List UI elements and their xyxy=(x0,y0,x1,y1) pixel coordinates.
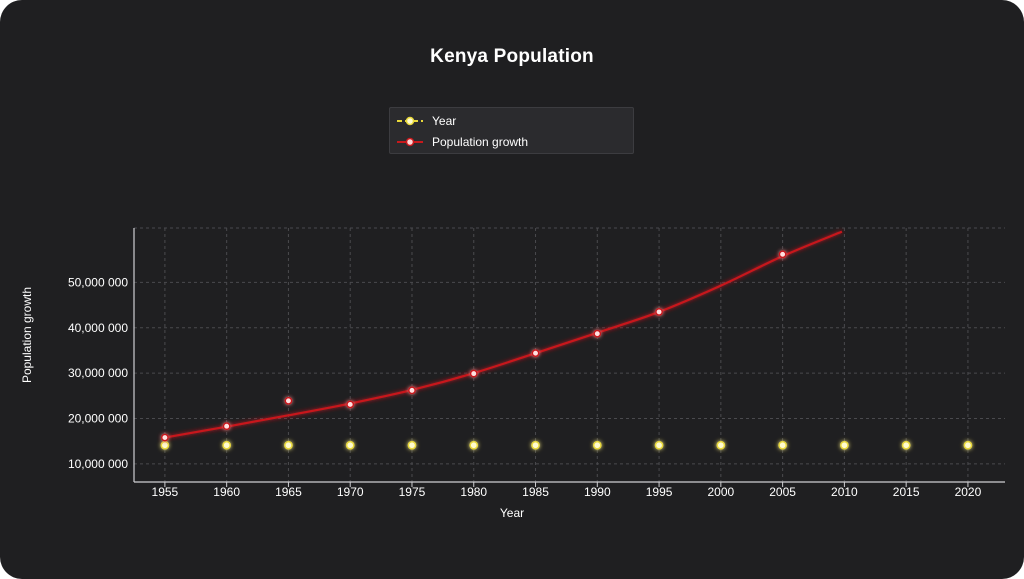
year-point xyxy=(222,440,232,450)
y-tick-label: 40,000 000 xyxy=(68,321,128,335)
x-tick-label: 2020 xyxy=(955,485,982,499)
x-tick-label: 1980 xyxy=(460,485,487,499)
population-growth-point xyxy=(469,369,478,378)
year-point xyxy=(160,440,170,450)
y-tick-label: 10,000 000 xyxy=(68,457,128,471)
year-point xyxy=(654,440,664,450)
x-tick-label: 2000 xyxy=(707,485,734,499)
chart-title: Kenya Population xyxy=(430,46,594,67)
year-point xyxy=(407,440,417,450)
grid xyxy=(134,227,1005,482)
population-growth-legend-icon xyxy=(397,137,423,147)
year-point xyxy=(778,440,787,450)
x-tick-label: 1970 xyxy=(337,485,364,499)
population-growth-point xyxy=(284,396,293,405)
x-tick-label: 1975 xyxy=(399,485,426,499)
tick-labels: 1955 1960 1965 1970 1975 1980 1985 1990 1995 2000… xyxy=(68,275,982,499)
population-growth-point xyxy=(222,422,231,431)
y-tick-label: 20,000 000 xyxy=(68,412,128,426)
x-tick-label: 2010 xyxy=(831,485,858,499)
x-axis-title: Year xyxy=(499,506,525,520)
population-growth-point xyxy=(408,386,416,395)
x-tick-label: 1965 xyxy=(275,485,302,499)
x-tick-label: 1995 xyxy=(646,485,673,499)
y-axis-title: Population growth xyxy=(20,286,34,384)
legend-item-population-growth[interactable]: Population growth xyxy=(396,132,528,152)
year-point xyxy=(345,440,355,450)
year-point xyxy=(840,440,849,450)
legend: Year Population growth xyxy=(389,107,634,154)
x-tick-label: 1960 xyxy=(213,485,240,499)
x-tick-label: 1985 xyxy=(522,485,549,499)
year-legend-icon xyxy=(397,116,423,126)
year-point xyxy=(469,440,479,450)
population-growth-line xyxy=(164,230,843,439)
y-tick-label: 30,000 000 xyxy=(68,366,128,380)
x-tick-label: 1990 xyxy=(584,485,611,499)
legend-item-year[interactable]: Year xyxy=(396,111,456,131)
year-point xyxy=(531,440,540,450)
year-point xyxy=(284,440,293,450)
year-point xyxy=(592,440,602,450)
x-tick-label: 1955 xyxy=(152,485,179,499)
year-point xyxy=(901,440,911,450)
x-tick-label: 2015 xyxy=(893,485,920,499)
legend-label-year: Year xyxy=(432,114,457,128)
population-growth-point xyxy=(778,250,787,259)
year-point xyxy=(963,440,973,450)
x-tick-label: 2005 xyxy=(769,485,796,499)
population-growth-point xyxy=(655,307,664,316)
population-growth-point xyxy=(593,329,602,338)
population-growth-point xyxy=(346,400,355,409)
axes xyxy=(133,228,1005,487)
year-point xyxy=(716,440,726,450)
population-growth-point xyxy=(531,349,540,358)
series xyxy=(160,230,973,450)
population-growth-point xyxy=(160,433,169,442)
y-tick-label: 50,000 000 xyxy=(68,275,128,289)
legend-label-population-growth: Population growth xyxy=(432,135,529,149)
